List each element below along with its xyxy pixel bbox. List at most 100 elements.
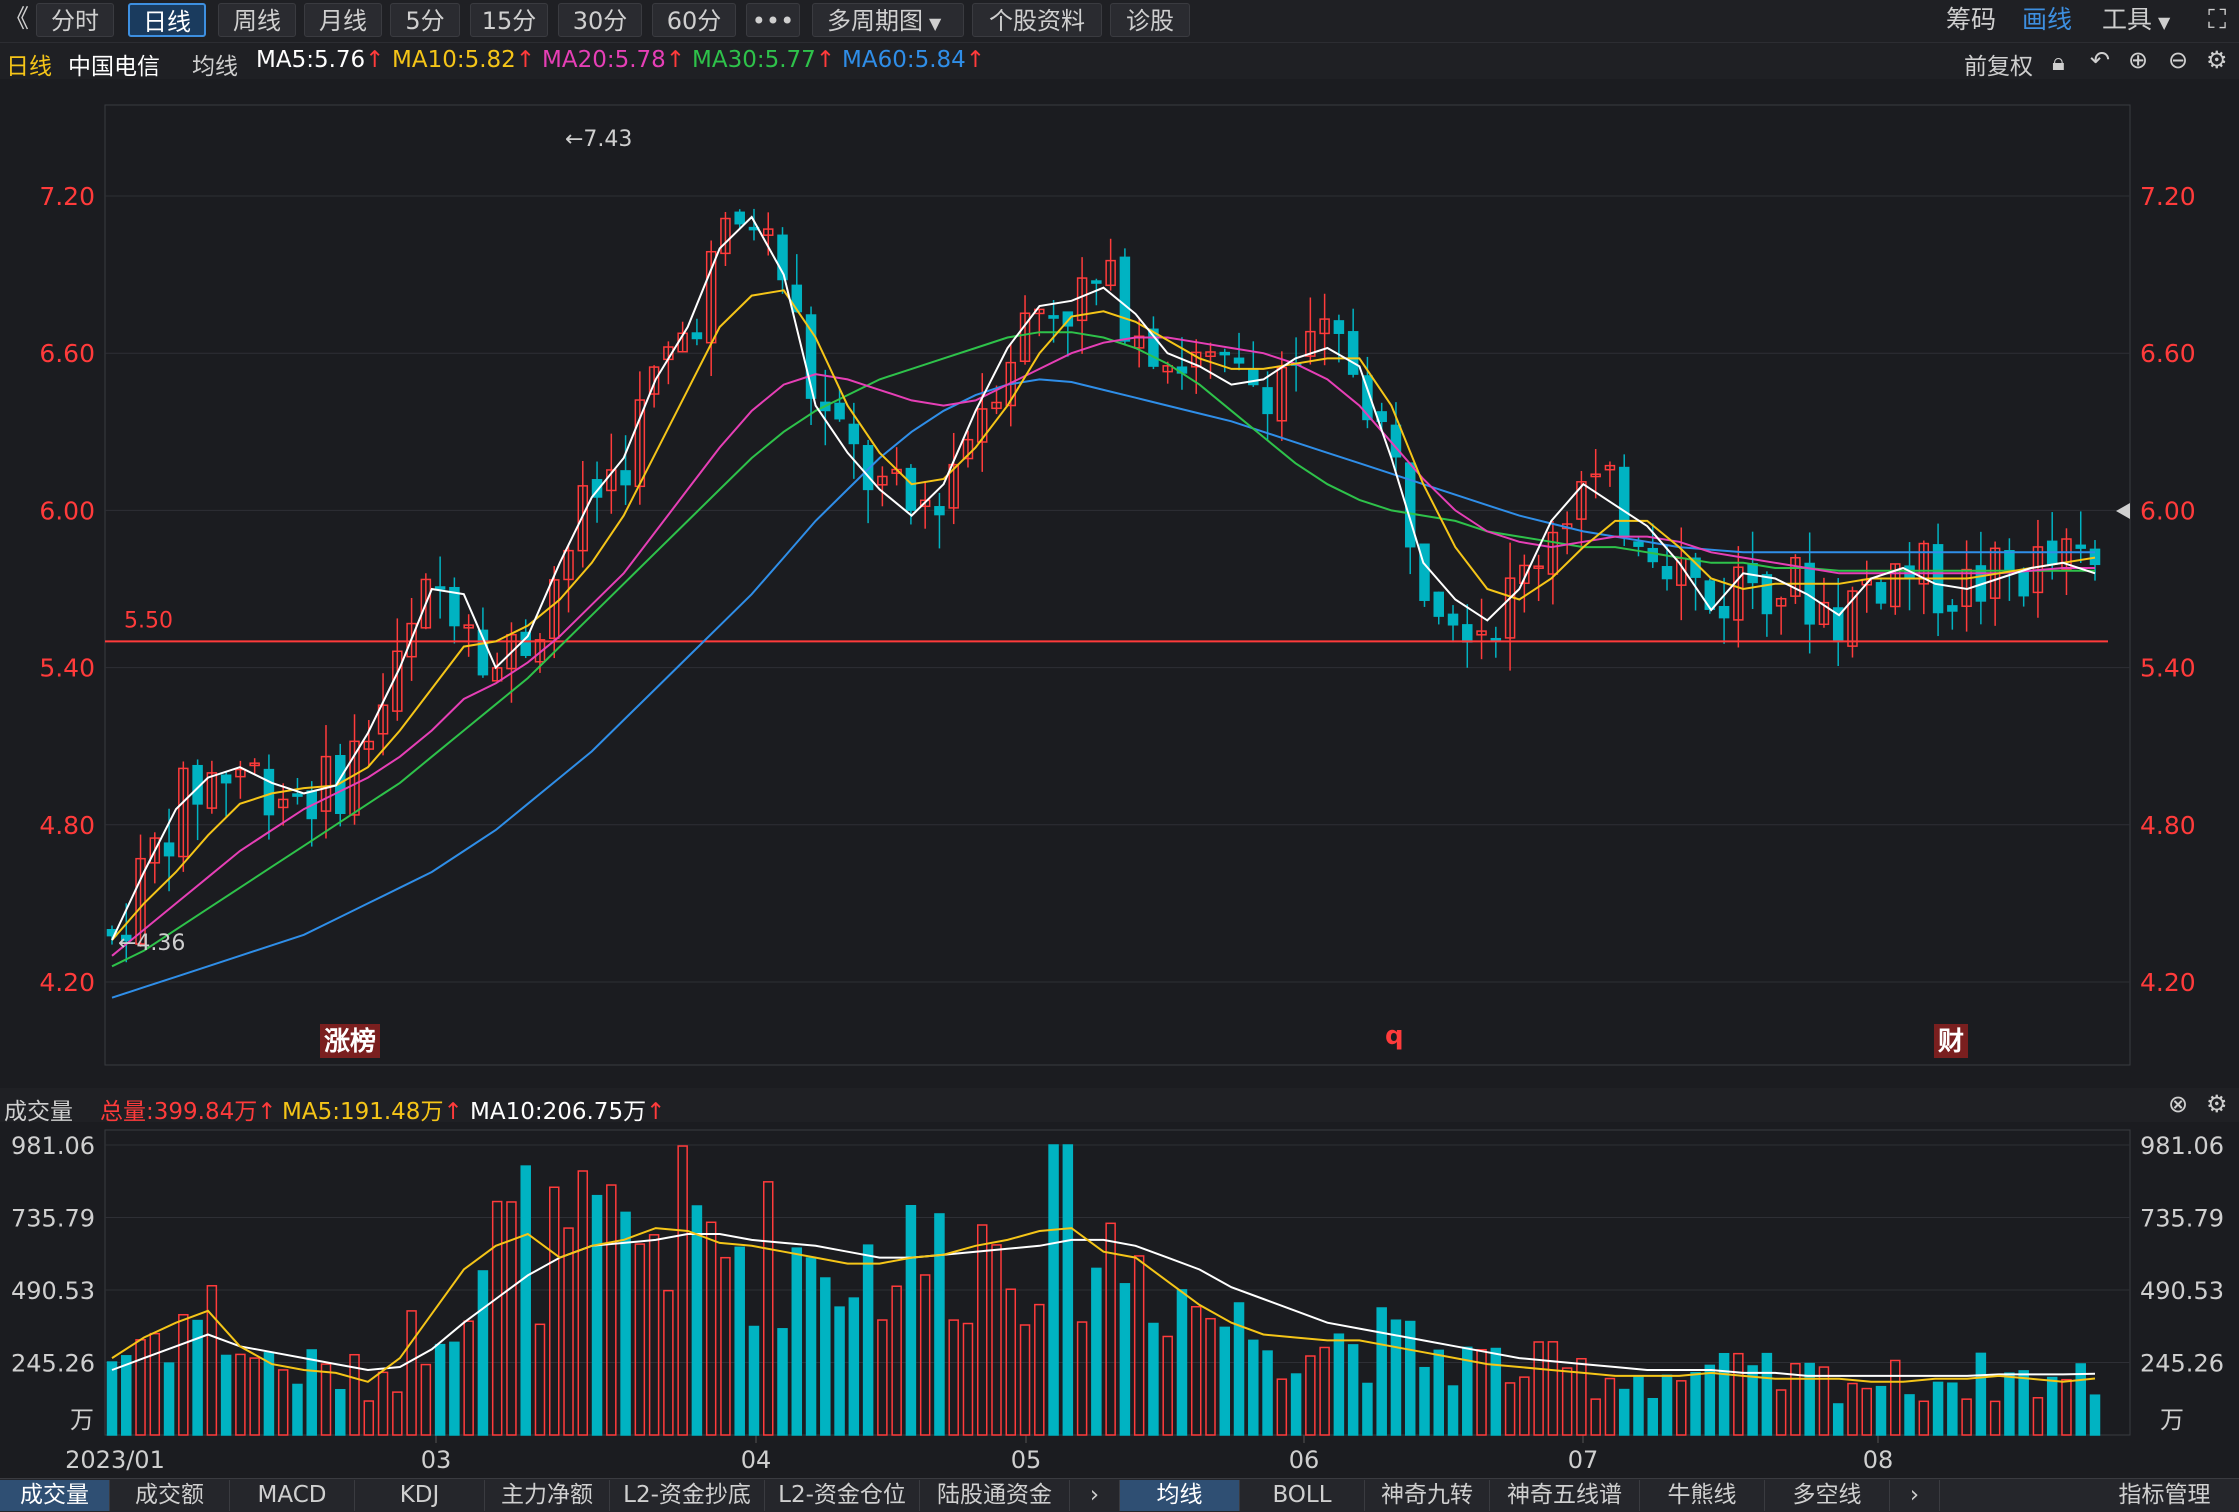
volume-bar: [1761, 1352, 1773, 1436]
gear-icon[interactable]: ⚙: [2206, 46, 2228, 74]
tab-turnover[interactable]: 成交额: [110, 1480, 230, 1511]
volume-bar: [1162, 1335, 1173, 1436]
volume-bar: [1305, 1355, 1316, 1436]
candle-body: [1305, 330, 1316, 357]
undo-icon[interactable]: ↶: [2090, 46, 2111, 74]
tab-ma[interactable]: 均线: [1120, 1480, 1240, 1511]
volume-bar: [1818, 1366, 1830, 1436]
volume-bar: [1775, 1389, 1787, 1436]
tab-macd[interactable]: MACD: [230, 1480, 355, 1511]
ma-label[interactable]: 均线: [192, 54, 238, 80]
tab-l2-position[interactable]: L2-资金仓位: [765, 1480, 920, 1511]
ma30-value: MA30:5.77↑: [692, 47, 836, 73]
candle-body: [206, 772, 218, 809]
volume-bar: [1747, 1365, 1758, 1436]
volume-panel-frame: [104, 1129, 2131, 1436]
price-tick-left: 6.00: [39, 496, 95, 525]
volume-bar: [1676, 1380, 1687, 1436]
candle-body: [235, 768, 246, 778]
volume-bar: [663, 1289, 674, 1436]
price-volume-chart[interactable]: 7.20 7.20 6.60 6.60 6.00 6.00 5.40 5.40 4.80 4.80…: [0, 0, 2239, 1478]
candle-body: [1062, 311, 1074, 327]
back-icon[interactable]: 《: [4, 4, 30, 33]
tab-l2-fund[interactable]: L2-资金抄底: [610, 1480, 765, 1511]
tab-5min[interactable]: 5分: [390, 3, 460, 37]
volume-tick-right: 735.79: [2140, 1205, 2224, 1233]
lock-icon[interactable]: 🔒︎: [2052, 48, 2065, 76]
tab-five-line[interactable]: 神奇五线谱: [1490, 1480, 1640, 1511]
indicator-manage-button[interactable]: 指标管理: [2118, 1482, 2211, 1508]
volume-bar: [1219, 1326, 1231, 1436]
tab-bull-bear[interactable]: 牛熊线: [1640, 1480, 1765, 1511]
tools-dropdown[interactable]: 工具 ▼: [2102, 3, 2170, 37]
candle-body: [1333, 320, 1345, 334]
volume-label[interactable]: 成交量: [4, 1099, 73, 1125]
tab-boll[interactable]: BOLL: [1240, 1480, 1365, 1511]
volume-bar: [1875, 1385, 1887, 1436]
chevron-right-icon[interactable]: ›: [1890, 1480, 1940, 1511]
volume-total: 总量:399.84万↑: [100, 1099, 277, 1125]
chips-button[interactable]: 筹码: [1946, 5, 1997, 34]
stock-info-button[interactable]: 个股资料: [972, 3, 1102, 37]
volume-ma5-line: [111, 1227, 2096, 1383]
tab-minute[interactable]: 分时: [36, 3, 114, 37]
candle-body: [919, 499, 931, 508]
draw-button[interactable]: 画线: [2022, 5, 2073, 34]
zoom-out-icon[interactable]: ⊖: [2168, 46, 2189, 74]
tab-long-short[interactable]: 多空线: [1765, 1480, 1890, 1511]
tab-volume[interactable]: 成交量: [0, 1480, 110, 1511]
close-icon[interactable]: ⊗: [2168, 1090, 2189, 1118]
volume-bar: [648, 1234, 660, 1436]
candle-body: [777, 234, 788, 281]
volume-ma5: MA5:191.48万↑: [282, 1099, 463, 1125]
fullscreen-icon[interactable]: ⛶: [2208, 5, 2227, 35]
multi-period-dropdown[interactable]: 多周期图 ▼: [812, 3, 964, 37]
price-tick-right: 4.20: [2140, 968, 2196, 997]
tab-daily[interactable]: 日线: [128, 3, 206, 37]
volume-bar: [1476, 1348, 1487, 1436]
tab-main-net[interactable]: 主力净额: [485, 1480, 610, 1511]
gear-icon[interactable]: ⚙: [2206, 1090, 2228, 1118]
volume-bar: [1733, 1352, 1744, 1436]
tab-15min[interactable]: 15分: [470, 3, 548, 37]
volume-bar: [777, 1328, 788, 1436]
diagnose-button[interactable]: 诊股: [1110, 3, 1190, 37]
tab-monthly[interactable]: 月线: [304, 3, 382, 37]
volume-bar: [1205, 1317, 1216, 1436]
candle-body: [862, 445, 874, 491]
volume-tick-left: 735.79: [11, 1205, 95, 1233]
volume-bar: [363, 1400, 375, 1436]
volume-bar: [2032, 1397, 2044, 1436]
volume-bar: [1547, 1341, 1559, 1436]
x-axis-label: 03: [421, 1446, 452, 1474]
zoom-in-icon[interactable]: ⊕: [2128, 46, 2149, 74]
candle-body: [991, 401, 1002, 410]
volume-bar: [1404, 1320, 1416, 1436]
volume-bar: [263, 1352, 275, 1436]
candle-body: [163, 842, 175, 857]
tab-hk-connect[interactable]: 陆股通资金: [920, 1480, 1070, 1511]
candle-body: [1733, 566, 1744, 621]
volume-bar: [1190, 1305, 1202, 1436]
chevron-right-icon[interactable]: ›: [1070, 1480, 1120, 1511]
candle-body: [648, 366, 660, 395]
tab-30min[interactable]: 30分: [558, 3, 642, 37]
candle-body: [1019, 312, 1031, 363]
tab-kdj[interactable]: KDJ: [355, 1480, 485, 1511]
ma20-value: MA20:5.78↑: [542, 47, 686, 73]
tab-60min[interactable]: 60分: [652, 3, 736, 37]
ma5-value: MA5:5.76↑: [256, 47, 385, 73]
volume-bar: [349, 1353, 360, 1436]
adjust-dropdown[interactable]: 前复权: [1964, 54, 2033, 80]
volume-bar: [862, 1244, 874, 1436]
tab-nine-turn[interactable]: 神奇九转: [1365, 1480, 1490, 1511]
candle-body: [1433, 591, 1445, 617]
candle-body: [905, 467, 917, 511]
tab-weekly[interactable]: 周线: [218, 3, 296, 37]
candle-body: [1162, 365, 1173, 373]
candle-body: [1105, 259, 1116, 287]
candle-body: [620, 470, 631, 486]
volume-bar: [149, 1332, 161, 1436]
volume-tick-left: 981.06: [11, 1132, 95, 1160]
more-button[interactable]: •••: [746, 3, 800, 37]
